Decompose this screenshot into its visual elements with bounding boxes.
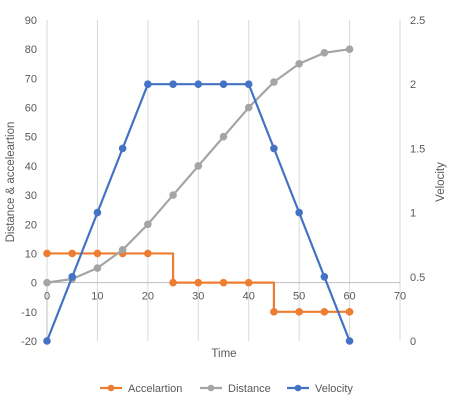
legend-marker-velocity (294, 384, 302, 392)
tick-labels: 0 10 20 30 40 50 60 70-20-100102030405060708090… (21, 15, 425, 348)
data-point-distance (320, 49, 329, 57)
data-point-velocity (320, 273, 329, 281)
y-right-tick-label: 1 (410, 208, 416, 220)
data-point-distance (270, 78, 278, 86)
legend-label-distance: Distance (228, 383, 271, 395)
y-right-tick-label: 0.5 (410, 272, 425, 284)
y-axis-left-title: Distance & accelеartion (5, 122, 17, 243)
data-point-distance (169, 191, 177, 199)
data-point-distance (295, 59, 303, 68)
legend-marker-distance (207, 384, 215, 392)
y-left-tick-label: 40 (25, 161, 37, 173)
data-point-accelartion (219, 278, 228, 287)
data-point-distance (345, 45, 354, 53)
data-point-accelartion (295, 308, 303, 316)
data-point-velocity (270, 144, 278, 153)
data-point-distance (244, 103, 253, 112)
x-tick-label: 10 (91, 291, 103, 303)
x-tick-label: 50 (293, 291, 305, 303)
data-point-distance (43, 278, 51, 287)
gridlines (46, 20, 401, 341)
y-left-tick-label: 80 (25, 44, 37, 56)
data-point-distance (194, 162, 203, 170)
legend-label-velocity: Velocity (315, 383, 353, 395)
y-left-tick-label: 50 (25, 132, 37, 144)
x-tick-label: 20 (142, 291, 154, 303)
y-left-tick-label: 30 (25, 190, 37, 202)
data-point-velocity (345, 337, 354, 345)
y-right-tick-label: 2 (410, 79, 416, 91)
data-point-accelartion (194, 278, 203, 287)
data-point-velocity (43, 337, 51, 345)
data-point-distance (144, 220, 152, 229)
y-left-tick-label: 90 (25, 15, 37, 27)
data-point-velocity (194, 80, 203, 88)
data-point-velocity (169, 80, 177, 88)
y-left-tick-label: 60 (25, 103, 37, 115)
data-point-distance (93, 264, 102, 272)
data-point-velocity (68, 273, 77, 281)
data-point-accelartion (93, 249, 102, 258)
legend-marker-accelartion (107, 384, 115, 392)
data-point-accelartion (68, 249, 77, 258)
x-tick-label: 0 (44, 291, 50, 303)
y-right-tick-label: 0 (410, 336, 416, 348)
y-left-tick-label: 70 (25, 73, 37, 85)
data-point-velocity (219, 80, 228, 88)
x-tick-label: 40 (243, 291, 255, 303)
data-point-velocity (93, 208, 102, 217)
legend: Accelartion Distance Velocity (100, 383, 353, 395)
y-right-tick-label: 2.5 (410, 15, 425, 27)
y-left-tick-label: -10 (21, 307, 37, 319)
x-axis-title: Time (211, 348, 236, 360)
x-tick-label: 60 (343, 291, 355, 303)
y-left-tick-label: 0 (31, 278, 37, 290)
y-right-tick-label: 1.5 (410, 143, 425, 155)
data-point-accelartion (244, 278, 253, 287)
y-left-tick-label: 20 (25, 219, 37, 231)
y-axis-right-title: Velocity (435, 162, 447, 202)
data-point-accelartion (43, 249, 51, 258)
data-point-velocity (118, 144, 127, 153)
data-point-velocity (144, 80, 152, 88)
data-point-accelartion (144, 249, 152, 258)
data-point-accelartion (270, 308, 278, 316)
y-left-tick-label: 10 (25, 248, 37, 260)
data-point-distance (118, 246, 127, 254)
x-tick-label: 30 (192, 291, 204, 303)
data-point-velocity (244, 80, 253, 88)
data-point-distance (219, 132, 228, 141)
data-point-accelartion (169, 278, 177, 287)
data-point-accelartion (345, 308, 354, 316)
data-point-accelartion (320, 308, 329, 316)
legend-label-accelartion: Accelartion (128, 383, 182, 395)
series-group (43, 45, 354, 345)
x-tick-label: 70 (394, 291, 406, 303)
y-left-tick-label: -20 (21, 336, 37, 348)
data-point-velocity (295, 208, 303, 217)
